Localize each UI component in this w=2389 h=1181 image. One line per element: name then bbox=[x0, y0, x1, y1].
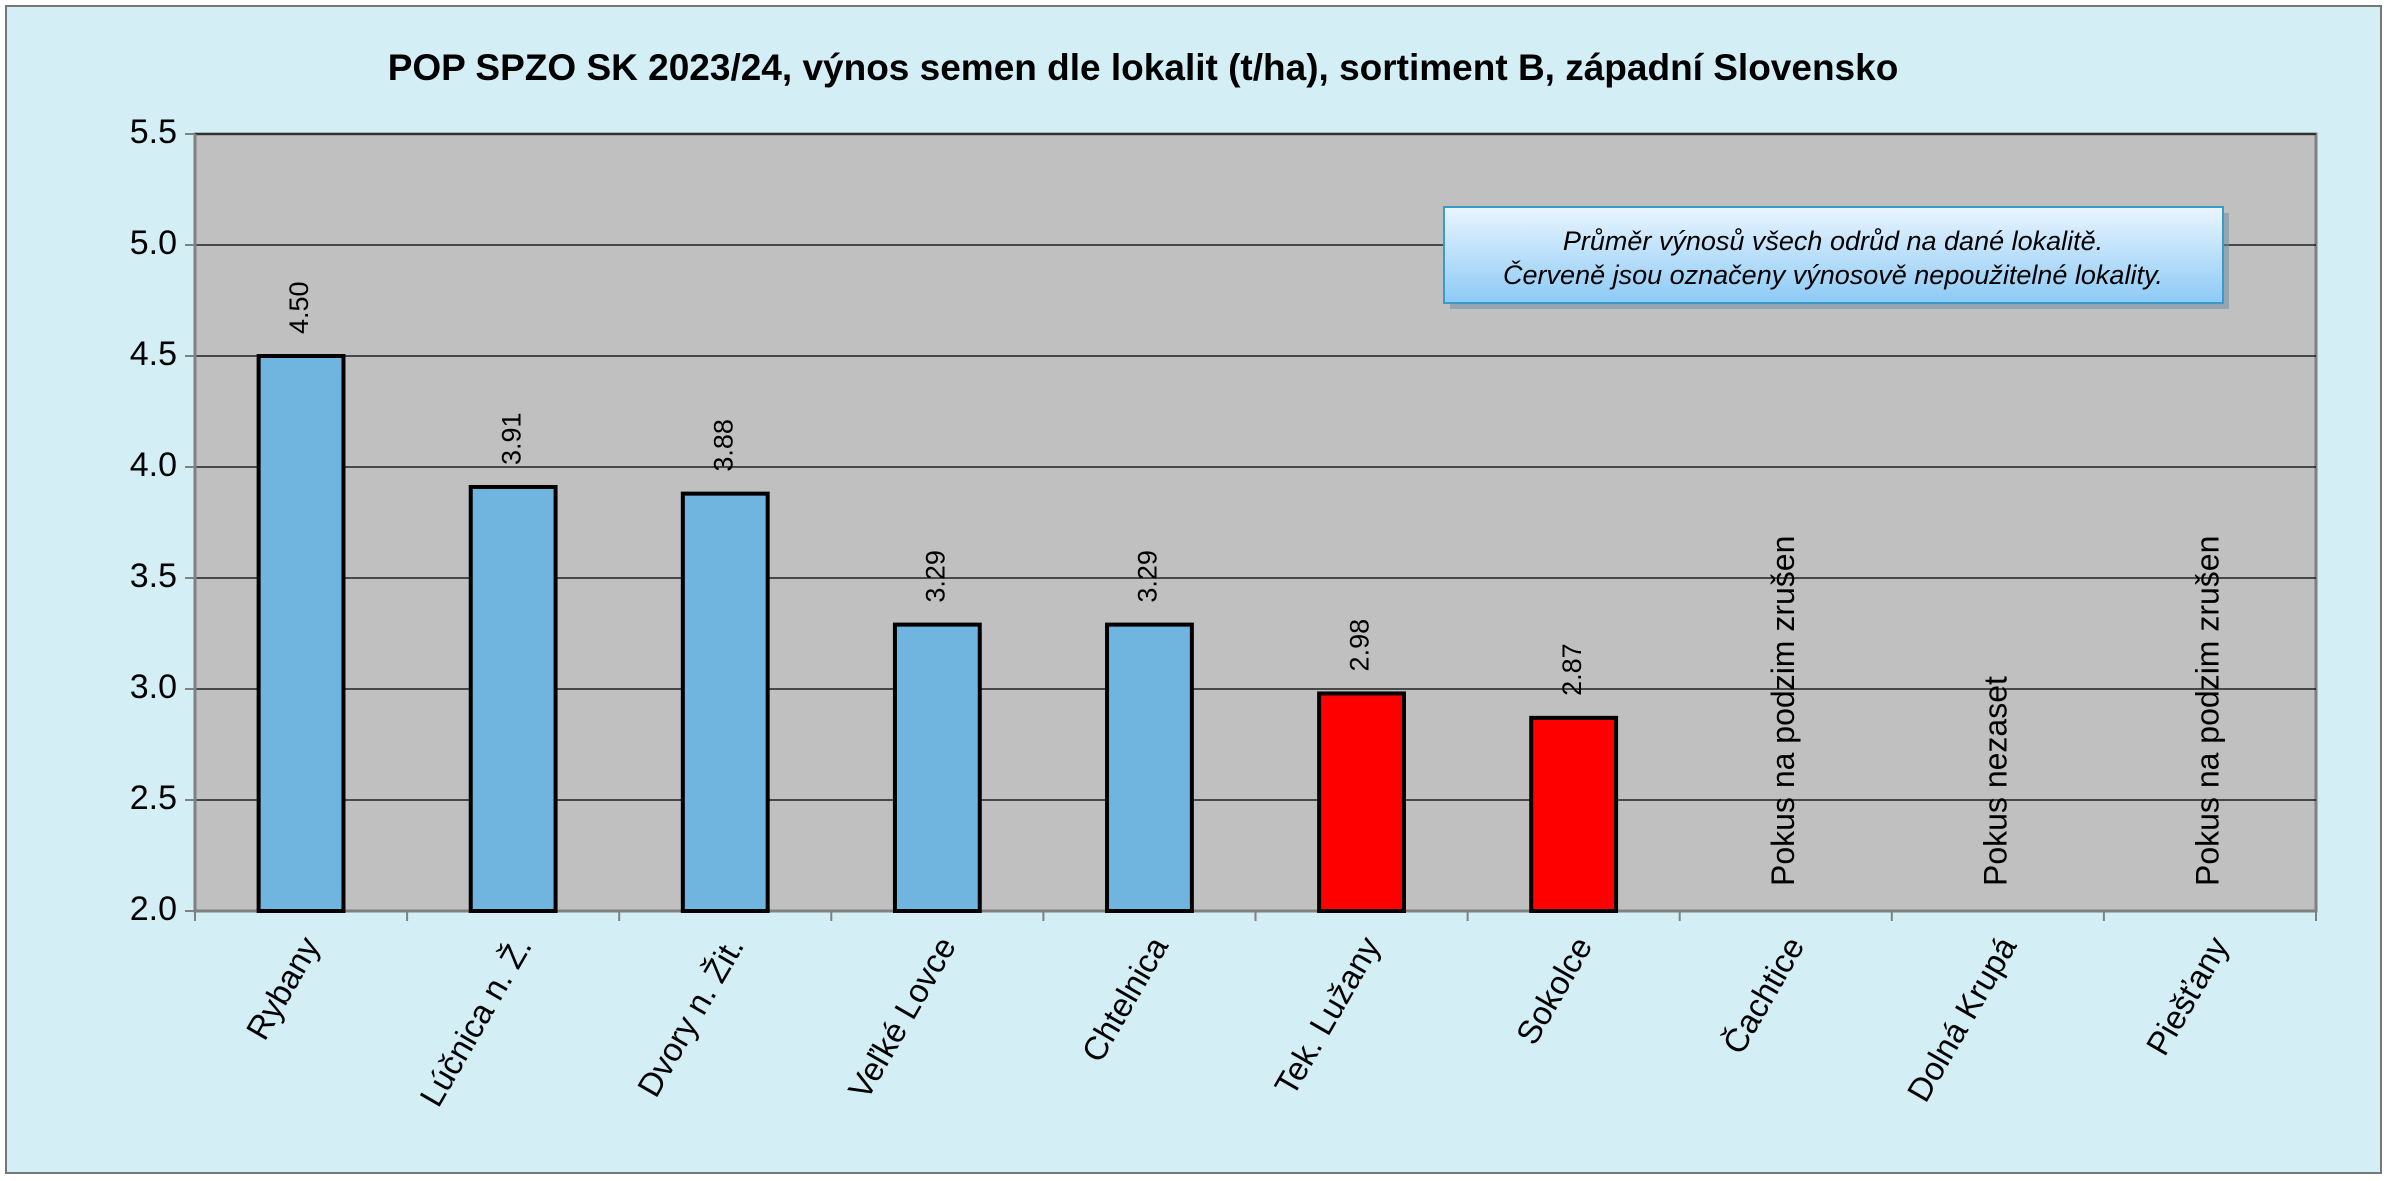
y-tick-label: 5.0 bbox=[130, 224, 177, 262]
value-label: 3.29 bbox=[920, 550, 950, 603]
bar-note: Pokus nezaset bbox=[1977, 676, 2013, 886]
bar bbox=[892, 622, 982, 913]
value-label: 3.29 bbox=[1133, 550, 1163, 603]
y-tick-label: 4.0 bbox=[130, 446, 177, 484]
y-tick-label: 3.0 bbox=[130, 668, 177, 706]
note-text: Červeně jsou označeny výnosově nepoužite… bbox=[1503, 259, 2163, 290]
value-label: 2.87 bbox=[1557, 643, 1587, 696]
chart-title: POP SPZO SK 2023/24, výnos semen dle lok… bbox=[388, 47, 1899, 88]
bar bbox=[468, 484, 558, 913]
y-tick-label: 5.5 bbox=[130, 113, 177, 151]
bar bbox=[256, 354, 346, 913]
bar bbox=[680, 491, 770, 913]
value-label: 3.88 bbox=[708, 419, 738, 472]
value-label: 3.91 bbox=[496, 412, 526, 465]
value-label: 2.98 bbox=[1345, 619, 1375, 672]
bar bbox=[1105, 622, 1194, 913]
y-tick-label: 2.5 bbox=[130, 779, 177, 817]
bar-note: Pokus na podzim zrušen bbox=[1765, 536, 1801, 886]
bar bbox=[1317, 691, 1406, 913]
note-text: Průměr výnosů všech odrůd na dané lokali… bbox=[1563, 226, 2103, 256]
note-box bbox=[1443, 206, 2224, 304]
bar-note: Pokus na podzim zrušen bbox=[2189, 536, 2225, 886]
y-tick-label: 4.5 bbox=[130, 335, 177, 373]
y-tick-label: 3.5 bbox=[130, 557, 177, 595]
bar bbox=[1529, 715, 1619, 913]
y-tick-label: 2.0 bbox=[130, 890, 177, 928]
value-label: 4.50 bbox=[284, 281, 314, 334]
